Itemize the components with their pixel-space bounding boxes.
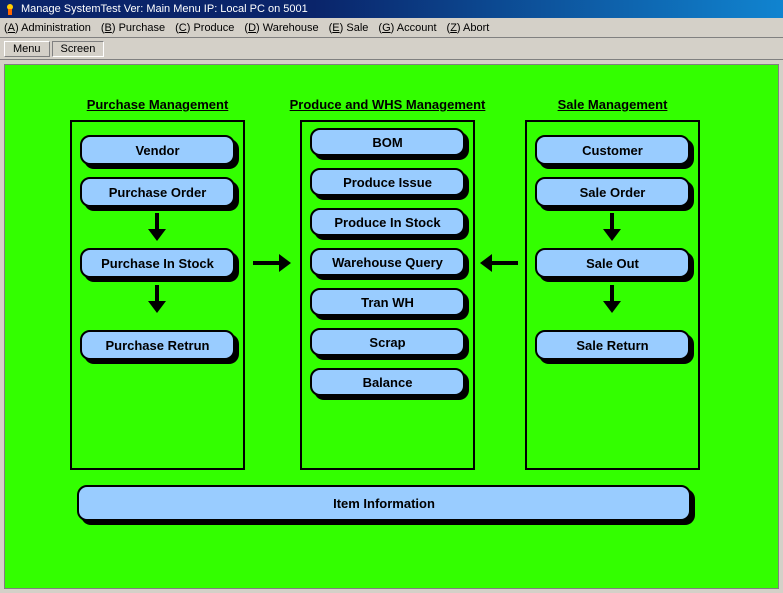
purchase-return-button[interactable]: Purchase Retrun bbox=[80, 330, 235, 360]
menu-account[interactable]: (G) Account bbox=[378, 22, 436, 34]
toolbar-screen-button[interactable]: Screen bbox=[52, 41, 105, 57]
sale-title: Sale Management bbox=[525, 97, 700, 112]
bom-button[interactable]: BOM bbox=[310, 128, 465, 156]
scrap-button[interactable]: Scrap bbox=[310, 328, 465, 356]
balance-button[interactable]: Balance bbox=[310, 368, 465, 396]
customer-button[interactable]: Customer bbox=[535, 135, 690, 165]
menu-produce[interactable]: (C) Produce bbox=[175, 22, 234, 34]
toolbar: Menu Screen bbox=[0, 38, 783, 60]
sale-return-button[interactable]: Sale Return bbox=[535, 330, 690, 360]
purchase-title: Purchase Management bbox=[70, 97, 245, 112]
produce-issue-button[interactable]: Produce Issue bbox=[310, 168, 465, 196]
produce-title: Produce and WHS Management bbox=[280, 97, 495, 112]
canvas-wrap: Purchase Management Produce and WHS Mana… bbox=[0, 60, 783, 593]
sale-order-button[interactable]: Sale Order bbox=[535, 177, 690, 207]
toolbar-menu-button[interactable]: Menu bbox=[4, 41, 50, 57]
window-title: Manage SystemTest Ver: Main Menu IP: Loc… bbox=[21, 3, 308, 15]
sale-out-button[interactable]: Sale Out bbox=[535, 248, 690, 278]
purchase-in-stock-button[interactable]: Purchase In Stock bbox=[80, 248, 235, 278]
menu-abort[interactable]: (Z) Abort bbox=[447, 22, 490, 34]
item-information-button[interactable]: Item Information bbox=[77, 485, 691, 521]
menu-purchase[interactable]: (B) Purchase bbox=[101, 22, 165, 34]
produce-in-stock-button[interactable]: Produce In Stock bbox=[310, 208, 465, 236]
app-icon bbox=[3, 2, 17, 16]
vendor-button[interactable]: Vendor bbox=[80, 135, 235, 165]
purchase-order-button[interactable]: Purchase Order bbox=[80, 177, 235, 207]
menu-sale[interactable]: (E) Sale bbox=[329, 22, 369, 34]
menu-administration[interactable]: (A) Administration bbox=[4, 22, 91, 34]
main-canvas: Purchase Management Produce and WHS Mana… bbox=[4, 64, 779, 589]
tran-wh-button[interactable]: Tran WH bbox=[310, 288, 465, 316]
menubar: (A) Administration (B) Purchase (C) Prod… bbox=[0, 18, 783, 38]
warehouse-query-button[interactable]: Warehouse Query bbox=[310, 248, 465, 276]
titlebar: Manage SystemTest Ver: Main Menu IP: Loc… bbox=[0, 0, 783, 18]
menu-warehouse[interactable]: (D) Warehouse bbox=[244, 22, 318, 34]
